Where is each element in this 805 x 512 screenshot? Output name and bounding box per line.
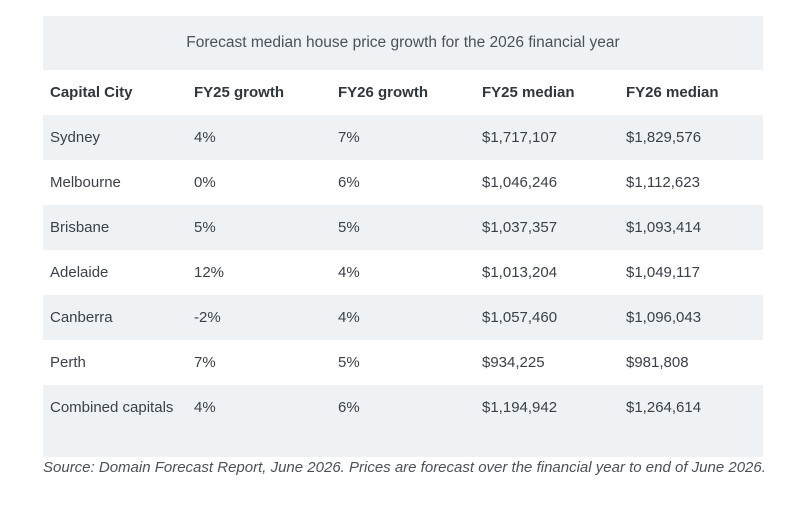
fy26-median-cell: $1,112,623 [626, 174, 700, 191]
table-row: Brisbane 5% 5% $1,037,357 $1,093,414 [43, 205, 763, 250]
table-row: Adelaide 12% 4% $1,013,204 $1,049,117 [43, 250, 763, 295]
city-cell: Brisbane [43, 205, 187, 250]
fy26-growth-cell: 7% [331, 115, 475, 160]
fy26-median-cell: $1,829,576 [619, 115, 763, 160]
fy26-growth-cell: 6% [331, 385, 475, 457]
table-row: Canberra -2% 4% $1,057,460 $1,096,043 [43, 295, 763, 340]
table-row: Combined capitals 4% 6% $1,194,942 $1,26… [43, 385, 763, 457]
header-fy26-growth: FY26 growth [331, 70, 475, 115]
fy25-growth-cell: 12% [194, 264, 225, 281]
city-cell: Adelaide [50, 264, 109, 281]
price-growth-table-container: Forecast median house price growth for t… [43, 16, 763, 457]
city-cell: Melbourne [50, 174, 121, 191]
fy26-growth-cell: 4% [338, 264, 360, 281]
fy25-growth-cell: 5% [187, 205, 331, 250]
fy25-median-cell: $1,013,204 [482, 264, 558, 281]
fy25-growth-cell: 7% [194, 354, 216, 371]
fy26-growth-cell: 6% [338, 174, 360, 191]
fy26-median-cell: $1,049,117 [626, 264, 700, 281]
header-fy25-growth: FY25 growth [187, 70, 331, 115]
fy25-growth-cell: 4% [187, 385, 331, 457]
price-growth-table: Capital City FY25 growth FY26 growth FY2… [43, 70, 763, 457]
fy25-growth-cell: 4% [187, 115, 331, 160]
fy25-growth-cell: 0% [194, 174, 216, 191]
fy26-growth-cell: 5% [331, 205, 475, 250]
fy26-median-cell: $1,093,414 [619, 205, 763, 250]
table-header-row: Capital City FY25 growth FY26 growth FY2… [43, 70, 763, 115]
fy26-median-cell: $981,808 [626, 354, 689, 371]
fy25-median-cell: $1,046,246 [482, 174, 558, 191]
header-fy25-median: FY25 median [475, 70, 619, 115]
fy26-growth-cell: 4% [331, 295, 475, 340]
table-row: Perth 7% 5% $934,225 $981,808 [43, 340, 763, 385]
city-cell: Canberra [43, 295, 187, 340]
city-cell: Sydney [43, 115, 187, 160]
fy25-median-cell: $1,717,107 [475, 115, 619, 160]
header-capital-city: Capital City [43, 70, 187, 115]
table-caption: Forecast median house price growth for t… [43, 16, 763, 70]
city-cell: Combined capitals [43, 385, 187, 457]
fy25-median-cell: $1,057,460 [475, 295, 619, 340]
source-note: Source: Domain Forecast Report, June 202… [43, 459, 766, 476]
fy25-median-cell: $1,037,357 [475, 205, 619, 250]
city-cell: Perth [50, 354, 86, 371]
table-row: Melbourne 0% 6% $1,046,246 $1,112,623 [43, 160, 763, 205]
fy25-growth-cell: -2% [187, 295, 331, 340]
fy26-growth-cell: 5% [338, 354, 360, 371]
header-fy26-median: FY26 median [619, 70, 763, 115]
fy25-median-cell: $934,225 [482, 354, 545, 371]
table-row: Sydney 4% 7% $1,717,107 $1,829,576 [43, 115, 763, 160]
fy26-median-cell: $1,096,043 [619, 295, 763, 340]
fy26-median-cell: $1,264,614 [619, 385, 763, 457]
fy25-median-cell: $1,194,942 [475, 385, 619, 457]
